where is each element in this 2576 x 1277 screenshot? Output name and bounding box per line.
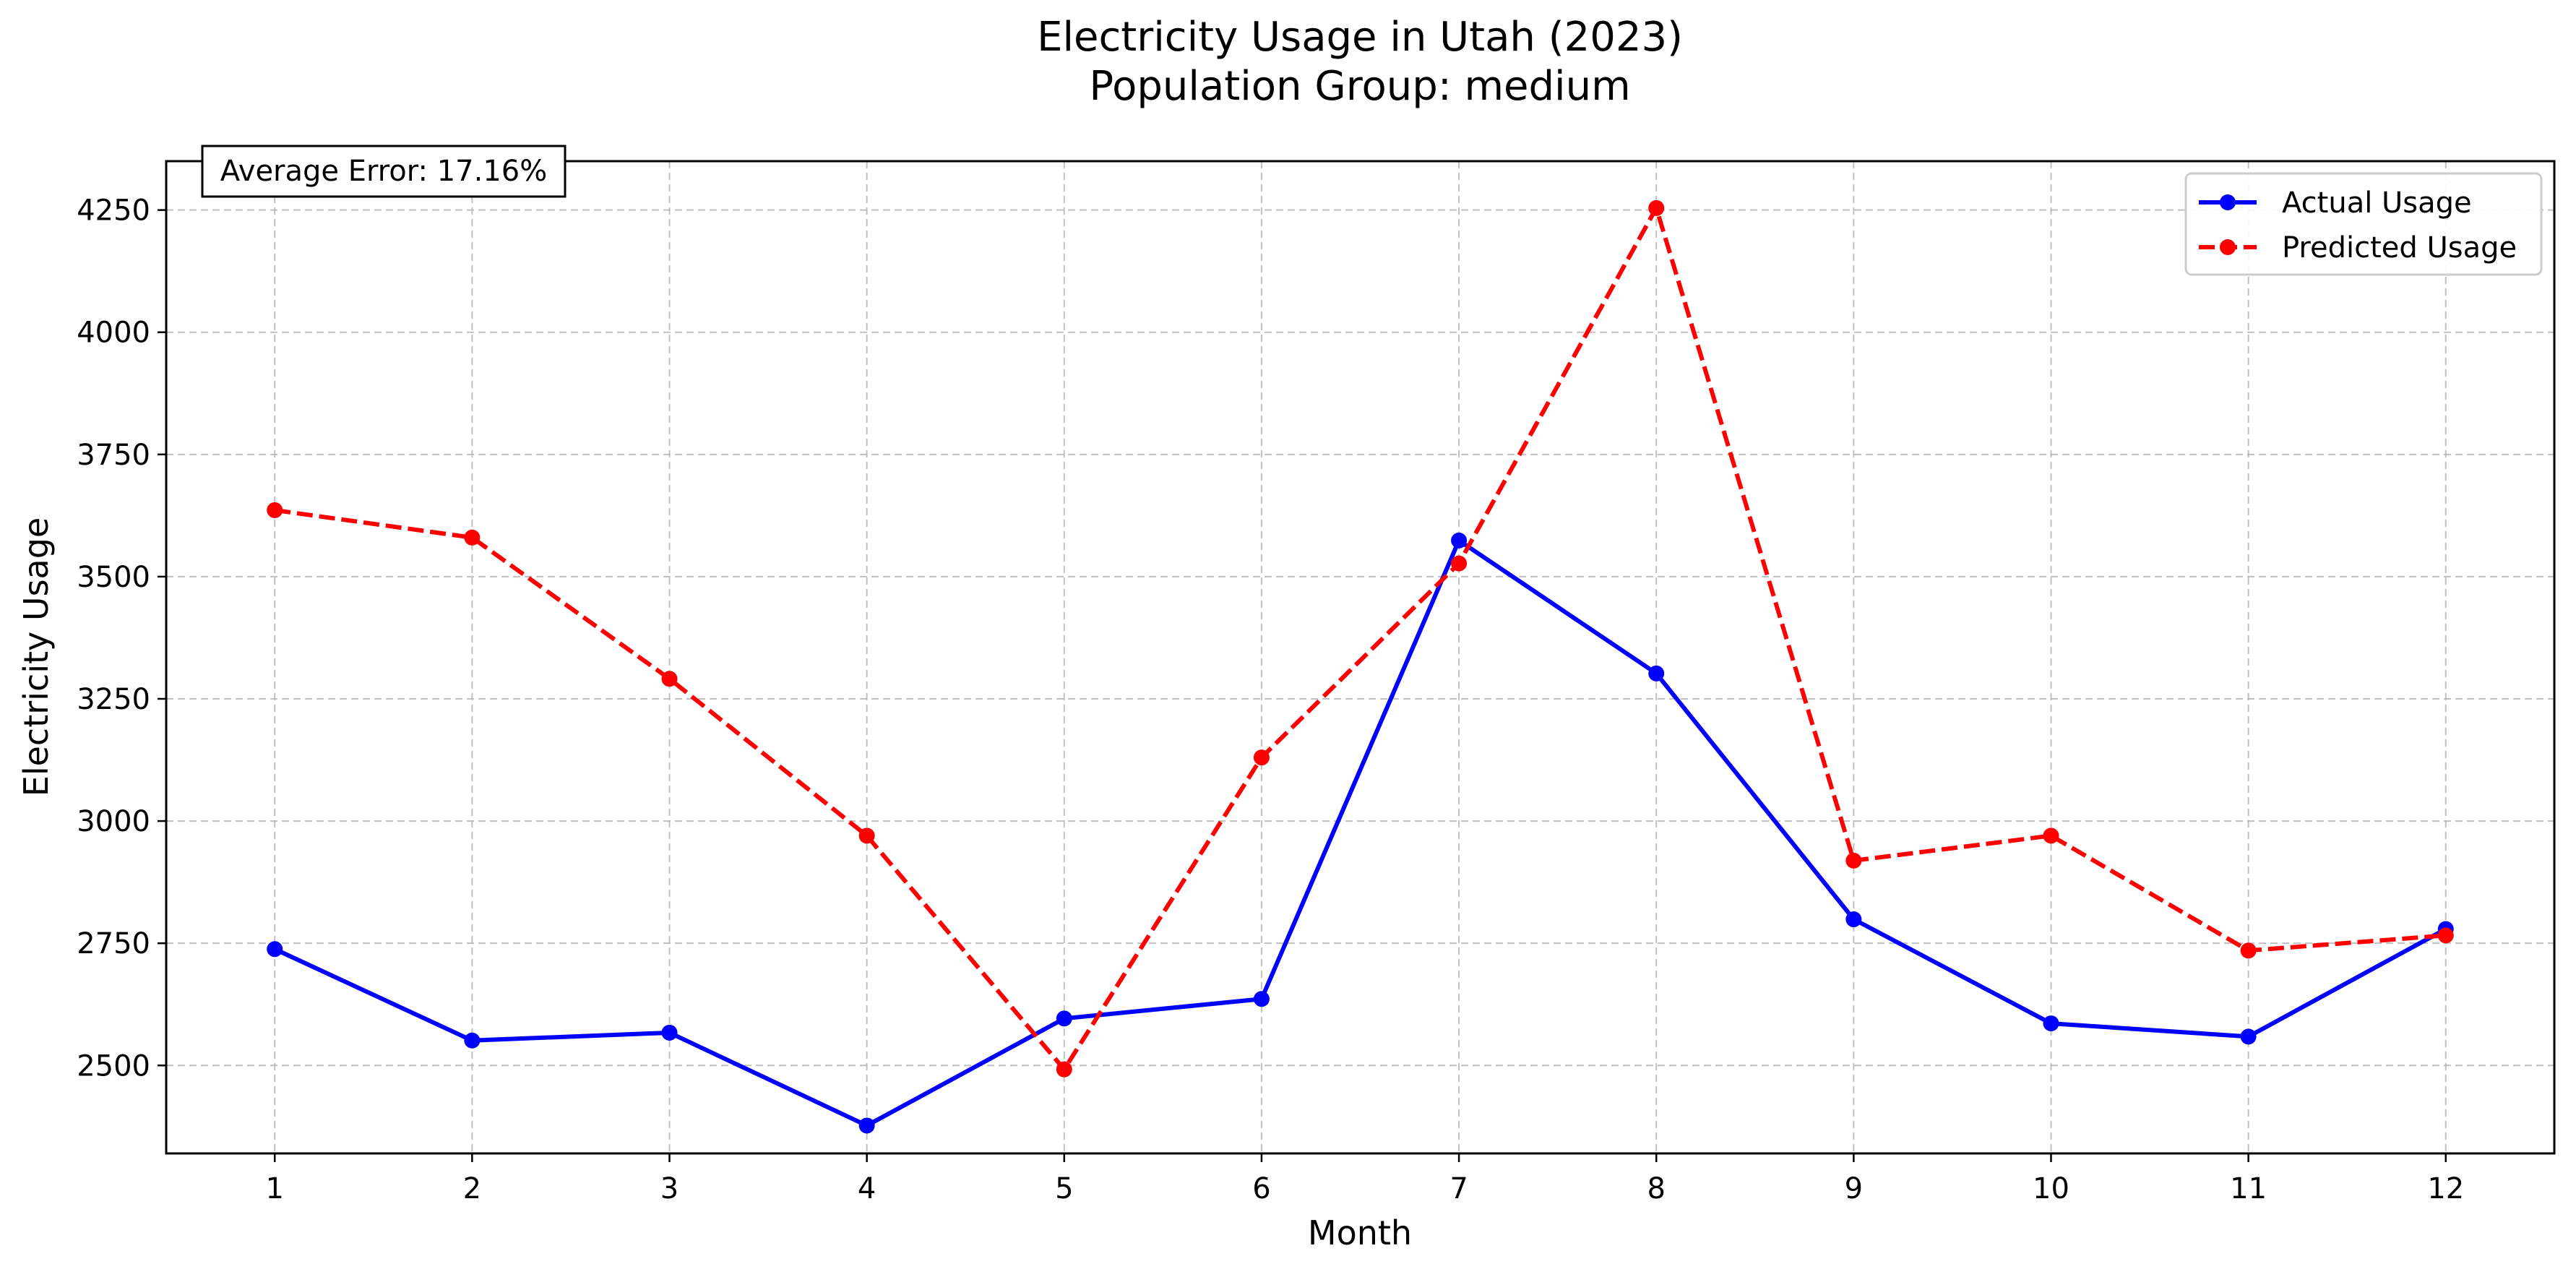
actual-usage-point bbox=[2043, 1015, 2059, 1032]
actual-usage-point bbox=[1253, 991, 1270, 1007]
actual-usage-point bbox=[1451, 532, 1468, 549]
y-tick-label: 3000 bbox=[77, 805, 150, 838]
predicted-usage-point bbox=[1648, 199, 1665, 216]
predicted-usage-point bbox=[858, 827, 875, 844]
x-tick-label: 3 bbox=[660, 1172, 679, 1205]
x-tick-label: 9 bbox=[1845, 1172, 1863, 1205]
grid bbox=[166, 161, 2554, 1153]
legend: Actual Usage Predicted Usage bbox=[2184, 172, 2543, 276]
legend-predicted-label: Predicted Usage bbox=[2282, 231, 2517, 265]
actual-usage-point bbox=[858, 1117, 875, 1134]
predicted-usage-point bbox=[267, 502, 283, 518]
y-tick-label: 3250 bbox=[77, 683, 150, 716]
plot-area-frame bbox=[165, 160, 2556, 1155]
x-tick-label: 12 bbox=[2427, 1172, 2464, 1205]
actual-usage-point bbox=[1845, 911, 1862, 928]
x-tick-label: 7 bbox=[1449, 1172, 1468, 1205]
actual-usage-point bbox=[267, 941, 283, 958]
annotation-text: Average Error: 17.16% bbox=[220, 155, 547, 188]
x-tick-label: 5 bbox=[1055, 1172, 1073, 1205]
average-error-annotation: Average Error: 17.16% bbox=[201, 145, 567, 198]
actual-usage-point bbox=[1056, 1010, 1072, 1027]
predicted-usage-line bbox=[274, 205, 2447, 1072]
x-tick-label: 6 bbox=[1252, 1172, 1270, 1205]
chart-title-line2: Population Group: medium bbox=[1089, 63, 1630, 110]
annotation-box bbox=[201, 145, 567, 198]
legend-predicted-marker bbox=[2220, 239, 2236, 255]
predicted-usage-point bbox=[1451, 555, 1468, 572]
y-tick-label: 3500 bbox=[77, 561, 150, 594]
actual-usage-point bbox=[464, 1032, 481, 1049]
predicted-usage-point bbox=[2043, 827, 2059, 844]
y-axis-label: Electricity Usage bbox=[17, 517, 56, 796]
predicted-usage-point bbox=[2437, 927, 2454, 944]
predicted-usage-point bbox=[464, 529, 481, 546]
x-tick-label: 2 bbox=[463, 1172, 481, 1205]
legend-actual-label: Actual Usage bbox=[2282, 186, 2472, 220]
y-tick-label: 4000 bbox=[77, 317, 150, 350]
y-tick-label: 2750 bbox=[77, 927, 150, 960]
predicted-usage-point bbox=[1056, 1061, 1072, 1078]
series-lines bbox=[267, 199, 2454, 1134]
y-tick-label: 4250 bbox=[77, 194, 150, 228]
x-tick-label: 8 bbox=[1647, 1172, 1665, 1205]
actual-usage-line bbox=[273, 538, 2447, 1128]
legend-actual-marker bbox=[2220, 194, 2236, 210]
x-tick-label: 1 bbox=[266, 1172, 284, 1205]
x-tick-label: 10 bbox=[2033, 1172, 2069, 1205]
predicted-usage-point bbox=[2240, 942, 2257, 959]
actual-usage-point bbox=[1648, 665, 1665, 682]
y-tick-label: 3750 bbox=[77, 439, 150, 472]
predicted-usage-point bbox=[1845, 852, 1862, 869]
actual-usage-point bbox=[2240, 1028, 2257, 1045]
predicted-usage-point bbox=[661, 671, 678, 687]
actual-usage-point bbox=[661, 1024, 678, 1041]
chart-title-line1: Electricity Usage in Utah (2023) bbox=[1037, 14, 1683, 61]
x-tick-label: 4 bbox=[858, 1172, 876, 1205]
predicted-usage-point bbox=[1253, 749, 1270, 766]
x-tick-label: 11 bbox=[2230, 1172, 2267, 1205]
legend-frame bbox=[2184, 172, 2543, 276]
x-axis-label: Month bbox=[1308, 1213, 1412, 1252]
axis-ticks: 1 2 3 4 5 6 7 8 9 10 11 122500275030003250350037504… bbox=[77, 194, 2464, 1205]
y-tick-label: 2500 bbox=[77, 1049, 150, 1083]
